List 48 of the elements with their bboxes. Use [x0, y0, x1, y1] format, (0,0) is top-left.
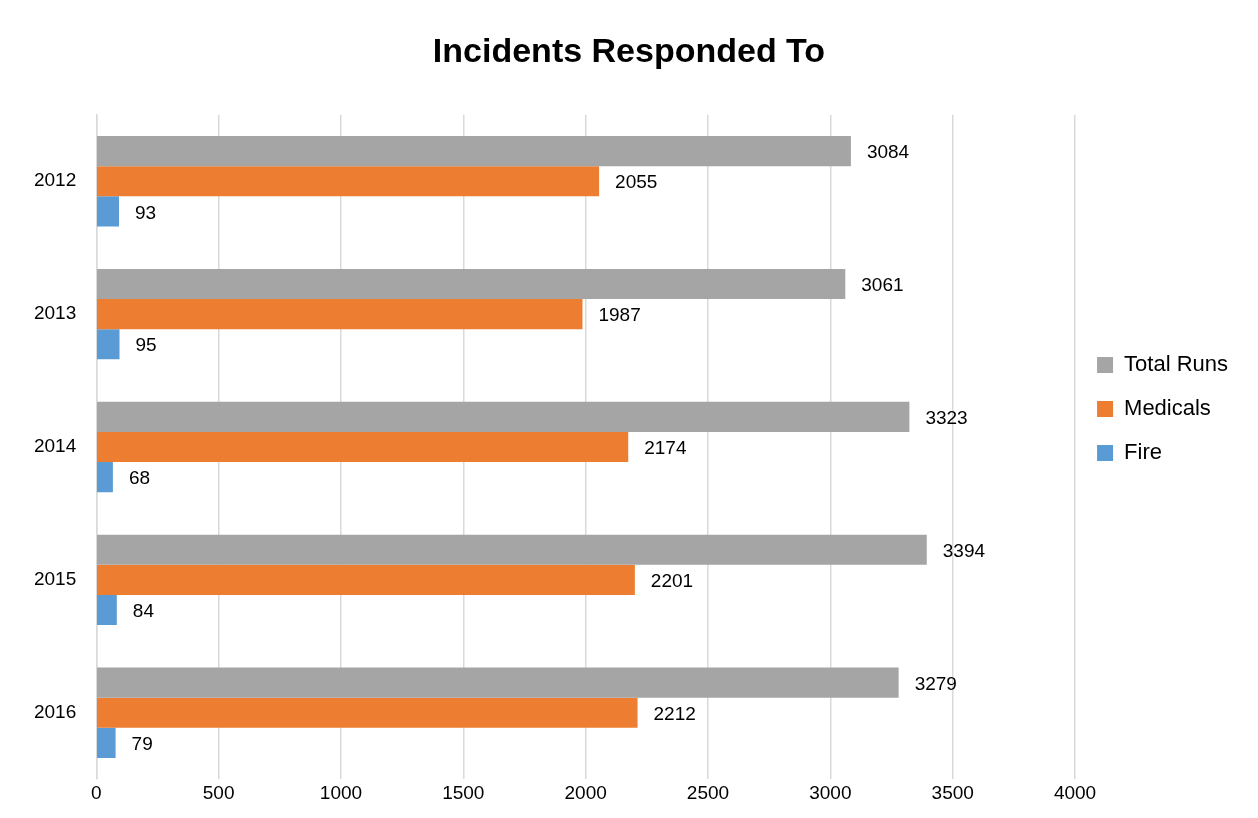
- bar: [97, 534, 927, 565]
- data-label: 79: [131, 733, 153, 755]
- bar: [97, 401, 910, 432]
- bar: [97, 667, 899, 698]
- x-tick-label: 3500: [931, 781, 974, 803]
- y-tick-label: 2015: [33, 568, 77, 590]
- bar: [97, 329, 120, 360]
- chart-title: Incidents Responded To: [432, 30, 826, 69]
- x-tick-label: 2000: [564, 781, 607, 803]
- data-label: 2201: [650, 570, 694, 592]
- y-tick-label: 2012: [33, 169, 77, 191]
- data-label: 2174: [644, 437, 687, 459]
- legend-label: Total Runs: [1124, 351, 1229, 377]
- bar: [97, 564, 635, 595]
- data-label: 3084: [866, 141, 910, 163]
- bar: [97, 268, 846, 300]
- bar: [97, 196, 120, 227]
- legend-label: Medicals: [1124, 395, 1211, 421]
- bar: [97, 697, 638, 728]
- bar: [97, 727, 116, 758]
- bar: [97, 594, 117, 626]
- bar: [97, 299, 583, 330]
- x-tick-label: 4000: [1053, 781, 1097, 803]
- x-tick-label: 500: [202, 781, 235, 803]
- x-tick-label: 3000: [809, 781, 852, 803]
- legend-label: Fire: [1124, 439, 1162, 465]
- x-tick-label: 1000: [319, 781, 363, 803]
- bar: [97, 166, 600, 197]
- data-label: 3279: [914, 672, 957, 694]
- data-label: 68: [128, 467, 151, 489]
- data-label: 84: [132, 600, 155, 622]
- x-tick-label: 1500: [442, 781, 485, 803]
- y-tick-label: 2013: [33, 302, 77, 324]
- data-label: 3323: [925, 407, 968, 429]
- y-tick-label: 2014: [33, 435, 77, 457]
- data-label: 1987: [598, 304, 641, 326]
- data-label: 93: [135, 201, 157, 223]
- bar: [97, 431, 629, 463]
- data-label: 3394: [942, 539, 986, 561]
- bar: [97, 462, 113, 493]
- data-label: 95: [135, 334, 157, 356]
- data-label: 3061: [861, 274, 904, 296]
- x-tick-label: 2500: [686, 781, 730, 803]
- data-label: 2055: [615, 171, 658, 193]
- x-tick-label: 0: [90, 781, 102, 803]
- data-label: 2212: [653, 702, 696, 724]
- bar: [97, 136, 851, 167]
- y-tick-label: 2016: [33, 700, 77, 722]
